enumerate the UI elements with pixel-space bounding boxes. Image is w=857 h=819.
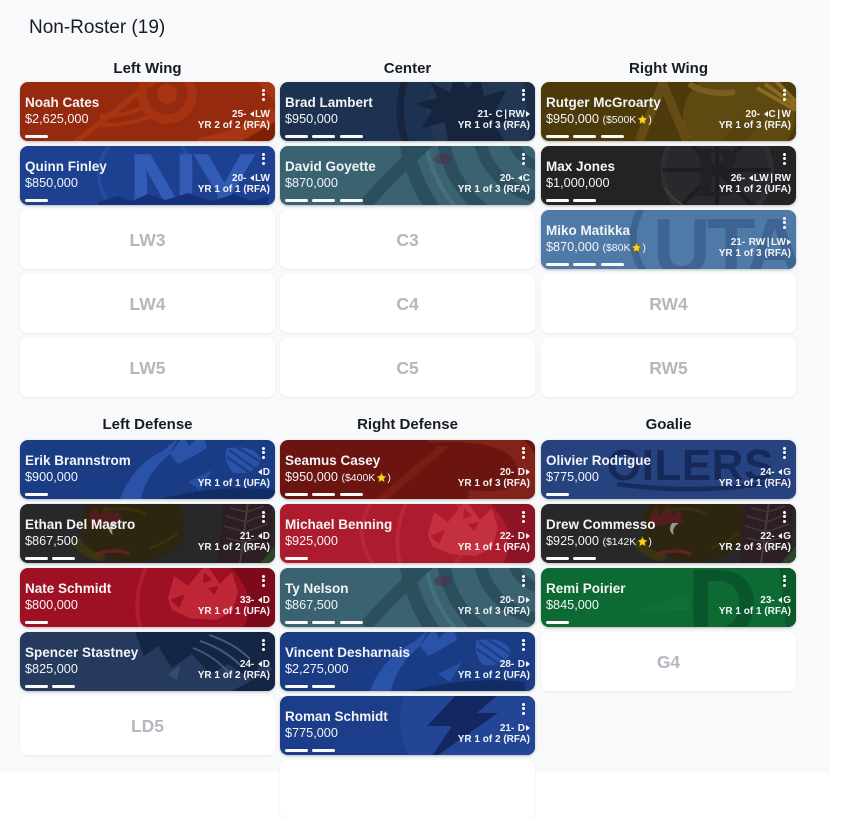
svg-text:NY: NY [128, 146, 256, 205]
svg-text:B: B [693, 146, 741, 205]
svg-text:D: D [687, 568, 758, 627]
svg-text:OILERS: OILERS [607, 441, 774, 490]
svg-text:UTAH: UTAH [653, 210, 796, 269]
